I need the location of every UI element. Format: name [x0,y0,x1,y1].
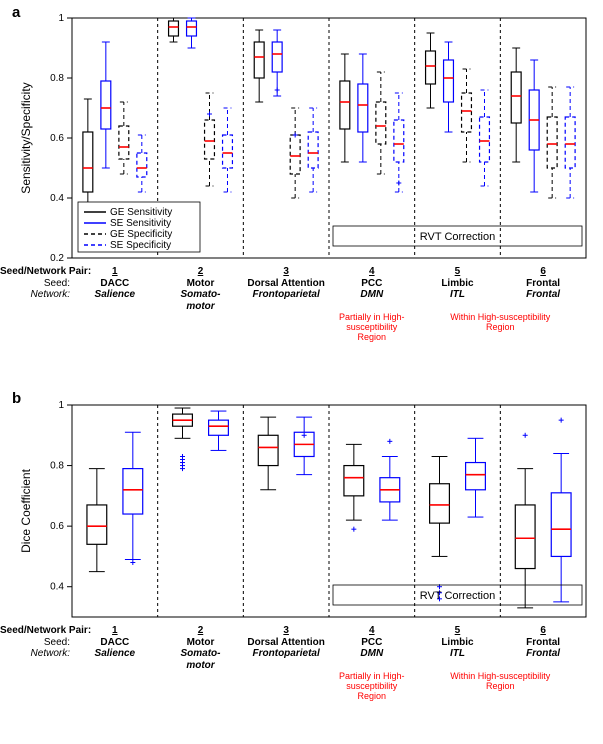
xaxis-network-3: DMN [329,289,415,312]
xaxis-seed-3: PCC [329,278,415,290]
xaxis-pair-4: 5 [415,266,501,278]
xaxis-pair-2: 3 [243,625,329,637]
xaxis-seed-2: Dorsal Attention [243,278,329,290]
svg-text:0.8: 0.8 [50,461,64,472]
xaxis-network-1: Somato-motor [158,648,244,671]
svg-text:SE Specificity: SE Specificity [110,240,171,251]
xaxis-network-5: Frontal [500,289,586,312]
xaxis-seed-5: Frontal [500,278,586,290]
svg-text:RVT Correction: RVT Correction [420,590,495,602]
xaxis-network-5: Frontal [500,648,586,671]
xaxis-pair-0: 1 [72,266,158,278]
xaxis-heading-pair: Seed/Network Pair: [0,266,72,278]
panel-b-chart: 0.4 0.6 0.8 1 Dice Coefficient RVT Correction [0,395,603,625]
xaxis-pair-5: 6 [500,625,586,637]
xaxis-note-0 [72,672,158,702]
xaxis-network-4: ITL [415,289,501,312]
svg-text:0.6: 0.6 [50,521,64,532]
svg-text:RVT Correction: RVT Correction [420,231,495,243]
xaxis-network-2: Frontoparietal [243,289,329,312]
xaxis-seed-4: Limbic [415,637,501,649]
svg-text:0.4: 0.4 [50,193,64,204]
svg-text:0.4: 0.4 [50,582,64,593]
xaxis-seed-3: PCC [329,637,415,649]
xaxis-seed-4: Limbic [415,278,501,290]
xaxis-pair-1: 2 [158,266,244,278]
svg-text:1: 1 [58,13,64,24]
xaxis-pair-4: 5 [415,625,501,637]
svg-text:Dice Coefficient: Dice Coefficient [19,468,33,552]
xaxis-pair-5: 6 [500,266,586,278]
xaxis-network-4: ITL [415,648,501,671]
svg-text:0.8: 0.8 [50,73,64,84]
xaxis-seed-0: DACC [72,278,158,290]
xaxis-note-1 [158,672,244,702]
svg-text:SE Sensitivity: SE Sensitivity [110,218,171,229]
xaxis-pair-1: 2 [158,625,244,637]
xaxis-seed-2: Dorsal Attention [243,637,329,649]
svg-text:1: 1 [58,400,64,411]
xaxis-network-2: Frontoparietal [243,648,329,671]
xaxis-seed-0: DACC [72,637,158,649]
figure: a 0.20.40.60.81Sensitivity/SpecificityRV… [0,0,603,744]
svg-text:0.6: 0.6 [50,133,64,144]
xaxis-heading-pair: Seed/Network Pair: [0,625,72,637]
xaxis-note-2 [243,313,329,343]
xaxis-pair-3: 4 [329,266,415,278]
xaxis-network-0: Salience [72,648,158,671]
xaxis-network-0: Salience [72,289,158,312]
xaxis-pair-3: 4 [329,625,415,637]
xaxis-pair-0: 1 [72,625,158,637]
xaxis-note-0 [72,313,158,343]
panel-b-xaxis: Seed/Network Pair:123456 Seed:DACCMotorDo… [0,625,603,702]
xaxis-seed-1: Motor [158,637,244,649]
xaxis-note-3: Partially in High-susceptibilityRegion [329,313,415,343]
xaxis-network-1: Somato-motor [158,289,244,312]
xaxis-seed-1: Motor [158,278,244,290]
xaxis-pair-2: 3 [243,266,329,278]
xaxis-seed-5: Frontal [500,637,586,649]
xaxis-network-3: DMN [329,648,415,671]
xaxis-note-4: Within High-susceptibilityRegion [415,672,586,702]
svg-text:Sensitivity/Specificity: Sensitivity/Specificity [19,82,33,193]
xaxis-heading-network: Network: [0,289,72,312]
xaxis-note-2 [243,672,329,702]
xaxis-note-4: Within High-susceptibilityRegion [415,313,586,343]
xaxis-heading-seed: Seed: [0,278,72,290]
xaxis-heading-seed: Seed: [0,637,72,649]
xaxis-heading-network: Network: [0,648,72,671]
panel-a-chart: 0.2 0.4 0.6 0.8 1 Sensitivity/Specificity RVT … [0,8,603,266]
xaxis-note-3: Partially in High-susceptibilityRegion [329,672,415,702]
svg-text:0.2: 0.2 [50,253,64,264]
svg-text:GE Specificity: GE Specificity [110,229,172,240]
panel-a-xaxis: Seed/Network Pair:123456 Seed:DACCMotorDo… [0,266,603,343]
xaxis-note-1 [158,313,244,343]
svg-text:GE Sensitivity: GE Sensitivity [110,207,172,218]
